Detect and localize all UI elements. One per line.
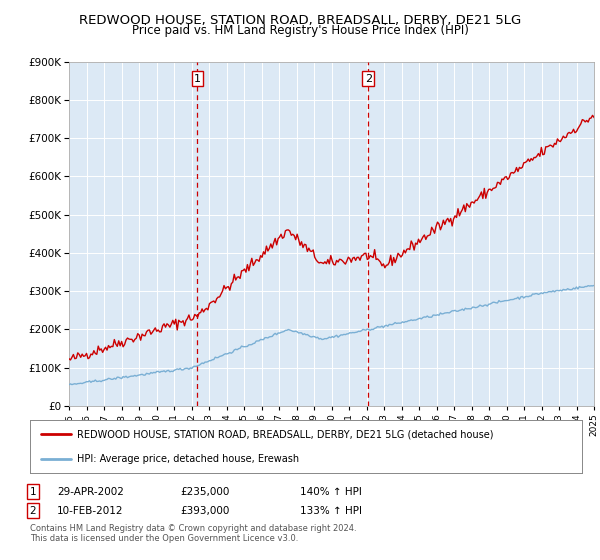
Text: HPI: Average price, detached house, Erewash: HPI: Average price, detached house, Erew… — [77, 454, 299, 464]
Text: 29-APR-2002: 29-APR-2002 — [57, 487, 124, 497]
Text: £393,000: £393,000 — [180, 506, 229, 516]
Text: 140% ↑ HPI: 140% ↑ HPI — [300, 487, 362, 497]
Text: Contains HM Land Registry data © Crown copyright and database right 2024.: Contains HM Land Registry data © Crown c… — [30, 524, 356, 533]
Text: 2: 2 — [29, 506, 37, 516]
Text: 2: 2 — [365, 74, 372, 83]
Text: REDWOOD HOUSE, STATION ROAD, BREADSALL, DERBY, DE21 5LG: REDWOOD HOUSE, STATION ROAD, BREADSALL, … — [79, 14, 521, 27]
Text: Price paid vs. HM Land Registry's House Price Index (HPI): Price paid vs. HM Land Registry's House … — [131, 24, 469, 37]
Text: 133% ↑ HPI: 133% ↑ HPI — [300, 506, 362, 516]
Text: 10-FEB-2012: 10-FEB-2012 — [57, 506, 124, 516]
Text: 1: 1 — [29, 487, 37, 497]
Text: This data is licensed under the Open Government Licence v3.0.: This data is licensed under the Open Gov… — [30, 534, 298, 543]
Text: REDWOOD HOUSE, STATION ROAD, BREADSALL, DERBY, DE21 5LG (detached house): REDWOOD HOUSE, STATION ROAD, BREADSALL, … — [77, 430, 493, 440]
Text: 1: 1 — [194, 74, 201, 83]
Text: £235,000: £235,000 — [180, 487, 229, 497]
